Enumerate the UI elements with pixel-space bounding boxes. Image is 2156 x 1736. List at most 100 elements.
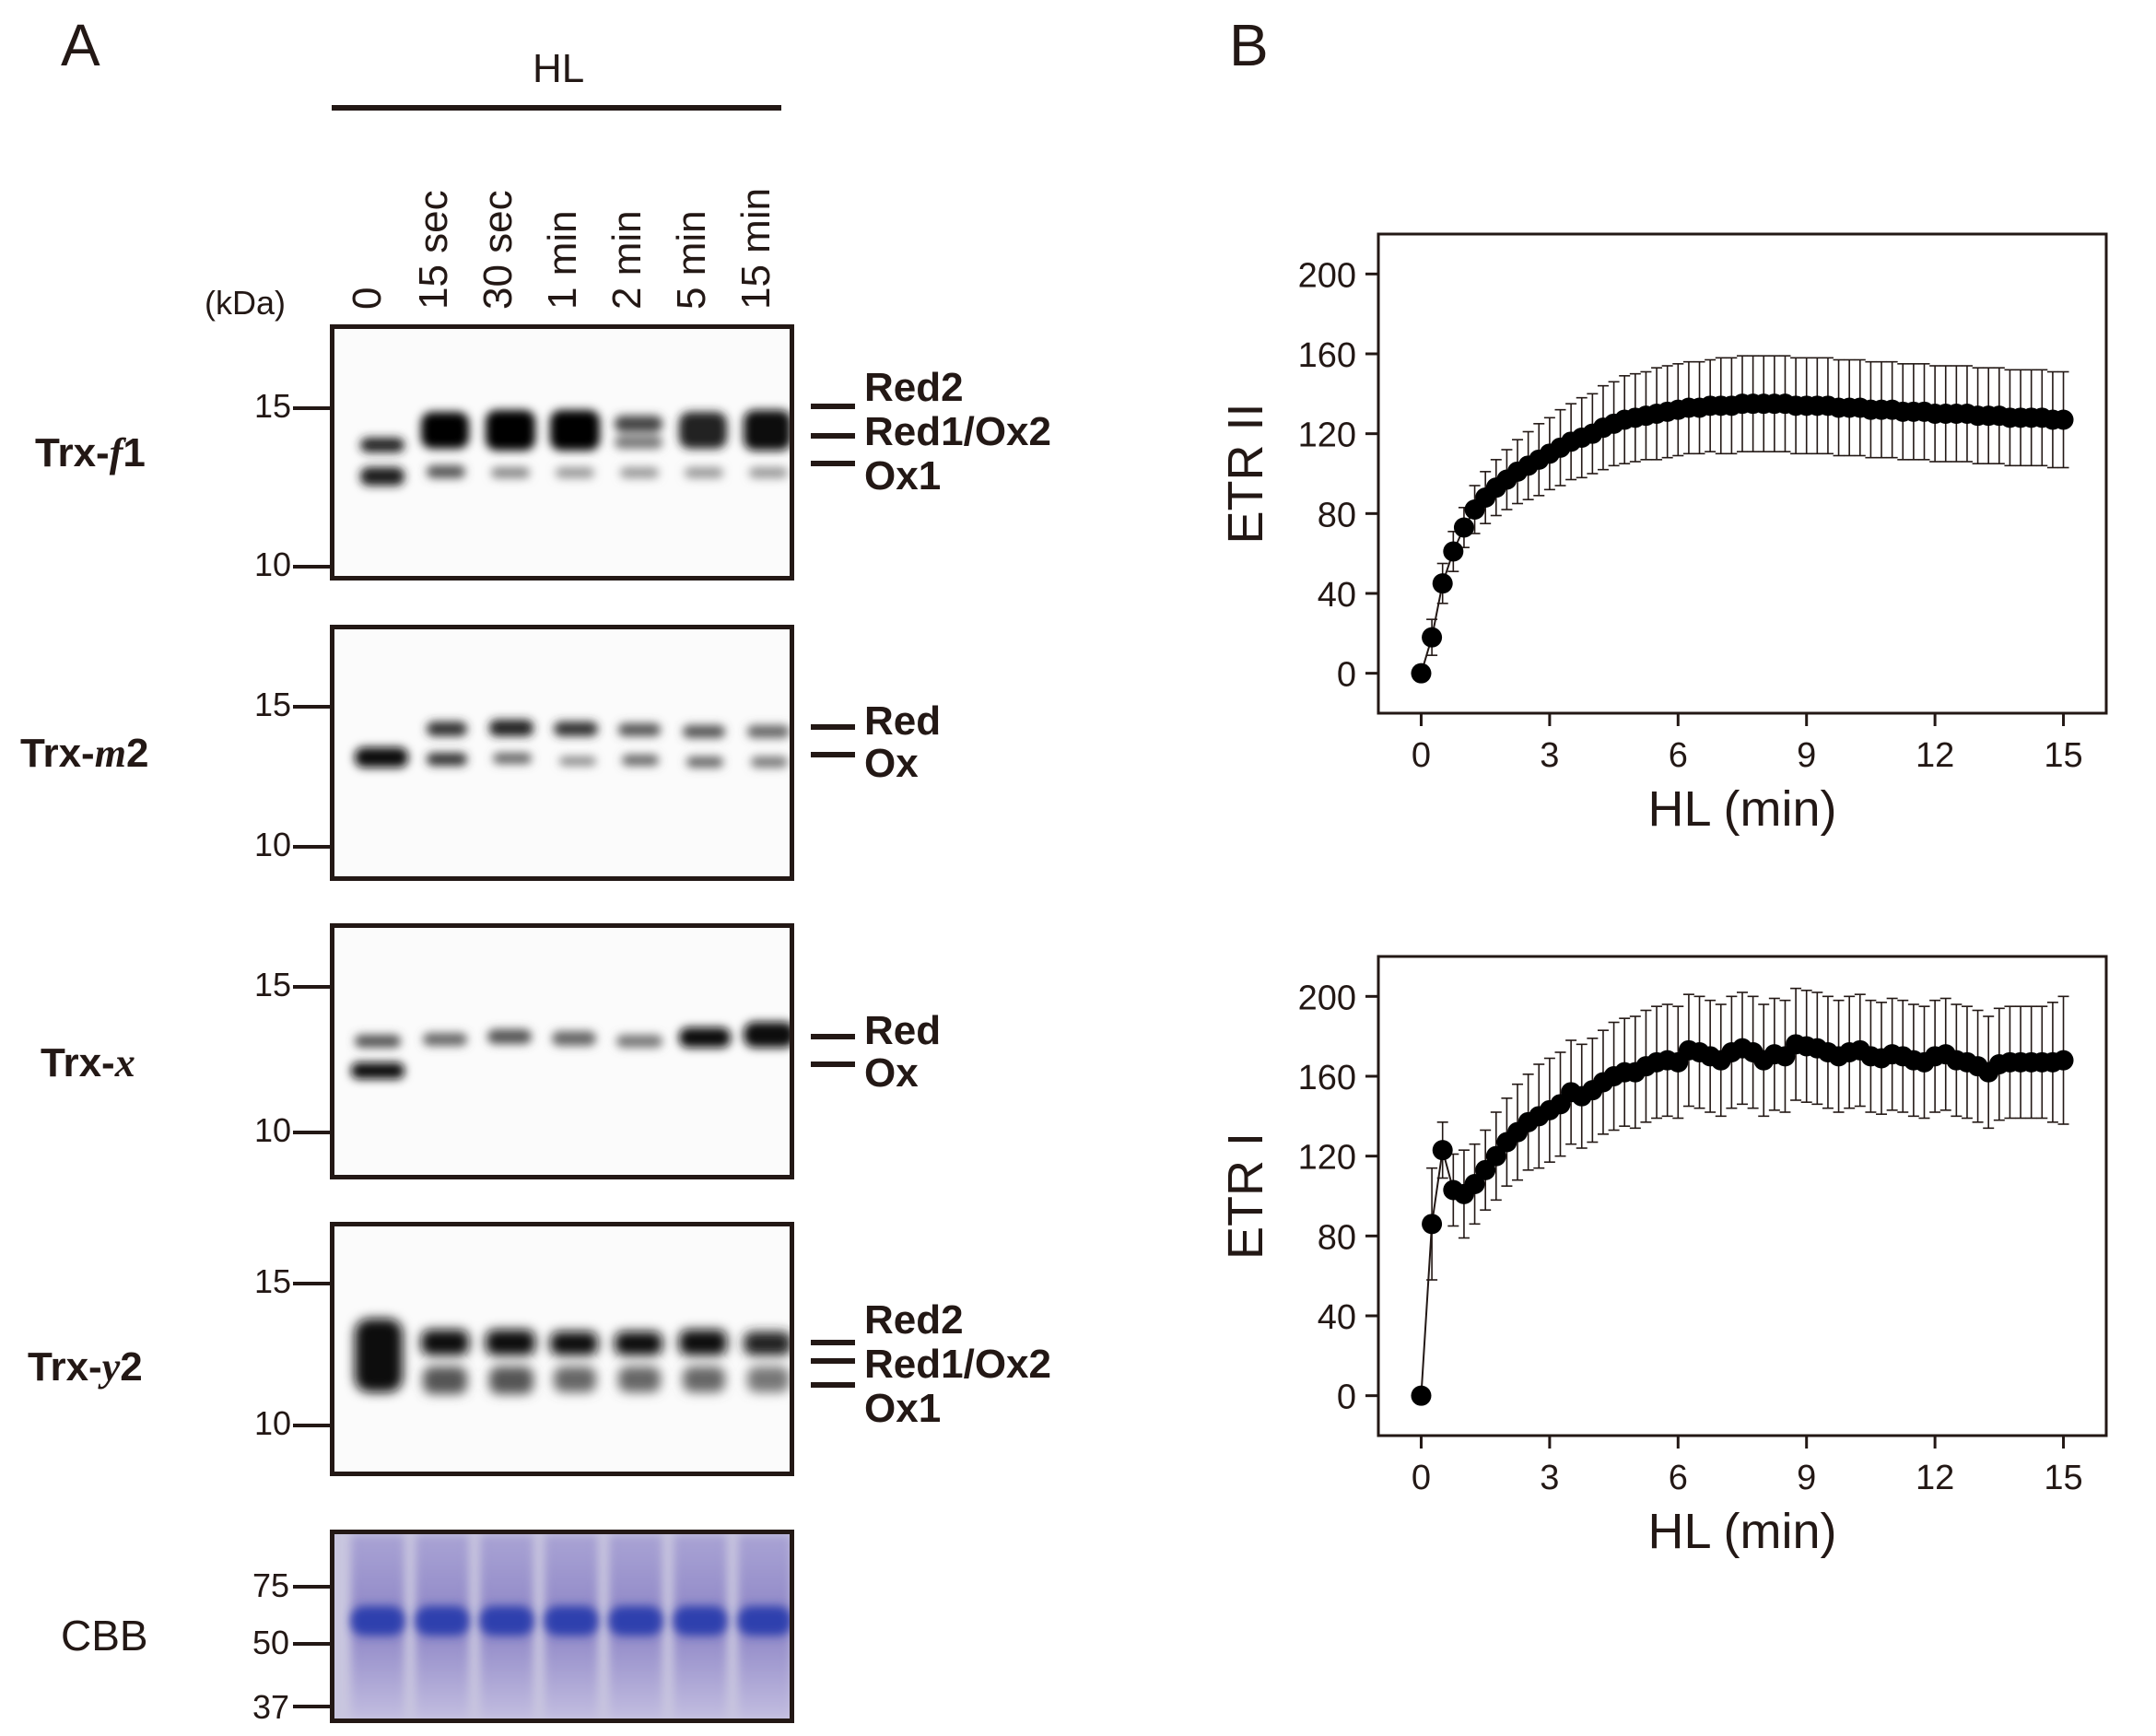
western-blot-trx-m2 xyxy=(330,625,794,881)
band-label: Ox xyxy=(864,1050,919,1096)
x-tick-label: 9 xyxy=(1797,736,1816,775)
panel-a-letter: A xyxy=(61,12,100,78)
y-axis-label: ETR II xyxy=(1218,403,1273,544)
data-point xyxy=(1411,1385,1432,1406)
x-tick-label: 15 xyxy=(2044,1459,2082,1497)
cbb-label: CBB xyxy=(61,1612,148,1660)
band-label: Red2 xyxy=(864,365,964,410)
y-axis-label: ETR I xyxy=(1218,1132,1273,1260)
data-point xyxy=(1411,663,1432,684)
x-tick-label: 12 xyxy=(1916,1459,1954,1497)
band-marker xyxy=(811,724,855,730)
y-tick-label: 40 xyxy=(1318,1298,1356,1337)
mw-tick xyxy=(293,1424,330,1427)
lane-label: 2 min xyxy=(604,210,650,310)
x-tick-label: 6 xyxy=(1669,1459,1688,1497)
mw-tick xyxy=(293,1585,330,1589)
mw-marker: 15 xyxy=(253,686,291,723)
plot-frame xyxy=(1377,955,2108,1437)
data-point xyxy=(2053,1050,2074,1071)
y-tick-label: 40 xyxy=(1318,576,1356,615)
band-marker xyxy=(811,1382,855,1388)
mw-marker: 50 xyxy=(252,1624,289,1661)
y-tick-label: 160 xyxy=(1298,1059,1356,1097)
data-point xyxy=(1464,1174,1485,1194)
x-tick-label: 15 xyxy=(2044,736,2082,775)
y-tick-label: 200 xyxy=(1298,256,1356,295)
x-tick-label: 6 xyxy=(1669,736,1688,775)
x-tick-label: 0 xyxy=(1412,736,1431,775)
protein-label: Trx-f1 xyxy=(35,430,146,475)
mw-tick xyxy=(293,705,330,709)
mw-marker: 10 xyxy=(253,545,291,583)
x-tick-label: 3 xyxy=(1540,1459,1559,1497)
lane-label: 15 min xyxy=(733,187,779,310)
mw-tick xyxy=(293,1131,330,1134)
mw-marker: 15 xyxy=(253,387,291,425)
lane-label: 5 min xyxy=(669,210,714,310)
western-blot-trx-x xyxy=(330,923,794,1179)
mw-tick xyxy=(293,1282,330,1285)
band-label: Ox1 xyxy=(864,1386,942,1431)
y-tick-label: 200 xyxy=(1298,979,1356,1017)
mw-tick xyxy=(293,1642,330,1646)
band-label: Red xyxy=(864,1008,942,1053)
x-tick-label: 12 xyxy=(1916,736,1954,775)
data-point xyxy=(1432,1140,1453,1161)
band-marker xyxy=(811,404,855,409)
band-label: Red1/Ox2 xyxy=(864,409,1051,454)
y-tick-label: 120 xyxy=(1298,1139,1356,1178)
x-axis-label: HL (min) xyxy=(1647,1504,1836,1559)
protein-label: Trx-m2 xyxy=(20,731,149,776)
data-point xyxy=(1443,541,1464,562)
kda-label: (kDa) xyxy=(205,284,286,322)
band-label: Ox1 xyxy=(864,453,942,499)
band-marker xyxy=(811,1034,855,1039)
x-axis-label: HL (min) xyxy=(1647,781,1836,837)
protein-label: Trx-x xyxy=(41,1040,135,1085)
mw-tick xyxy=(293,406,330,410)
lane-label: 15 sec xyxy=(411,190,456,310)
lane-label: 1 min xyxy=(540,210,585,310)
mw-tick xyxy=(293,1705,330,1708)
x-tick-label: 3 xyxy=(1540,736,1559,775)
cbb-stained-gel xyxy=(330,1530,794,1723)
mw-marker: 15 xyxy=(253,966,291,1003)
mw-marker: 37 xyxy=(252,1688,289,1726)
y-tick-label: 80 xyxy=(1318,1218,1356,1257)
band-label: Red2 xyxy=(864,1297,964,1343)
band-marker xyxy=(811,752,855,757)
mw-marker: 10 xyxy=(253,1111,291,1149)
x-tick-label: 9 xyxy=(1797,1459,1816,1497)
y-tick-label: 80 xyxy=(1318,496,1356,534)
mw-tick xyxy=(293,985,330,989)
chart-etr-i: 0 40 80 120 160 200 0 3 6 9 12 15 HL (min) ETR I xyxy=(1218,955,2108,1559)
data-point xyxy=(2053,409,2074,430)
western-blot-trx-f1 xyxy=(330,324,794,581)
data-point xyxy=(1432,573,1453,594)
cbb-rubisco-bands xyxy=(351,1606,790,1636)
data-point xyxy=(1422,1214,1443,1235)
band-marker xyxy=(811,1340,855,1345)
data-point xyxy=(1475,1159,1496,1180)
band-marker xyxy=(811,1358,855,1364)
mw-tick xyxy=(293,845,330,849)
y-tick-label: 0 xyxy=(1337,1378,1356,1417)
plot-frame xyxy=(1377,232,2108,715)
band-label: Ox xyxy=(864,741,919,786)
treatment-label: HL xyxy=(533,46,585,91)
data-point xyxy=(1422,627,1443,648)
y-tick-label: 0 xyxy=(1337,656,1356,695)
mw-marker: 15 xyxy=(253,1262,291,1300)
band-label: Red1/Ox2 xyxy=(864,1342,1051,1387)
protein-label: Trx-y2 xyxy=(28,1344,143,1390)
y-tick-label: 160 xyxy=(1298,336,1356,375)
band-marker xyxy=(811,461,855,466)
mw-marker: 10 xyxy=(253,1404,291,1442)
panel-b-letter: B xyxy=(1229,12,1269,78)
band-marker xyxy=(811,1062,855,1067)
treatment-bracket xyxy=(332,105,781,111)
data-point xyxy=(1453,517,1474,538)
band-label: Red xyxy=(864,698,942,744)
